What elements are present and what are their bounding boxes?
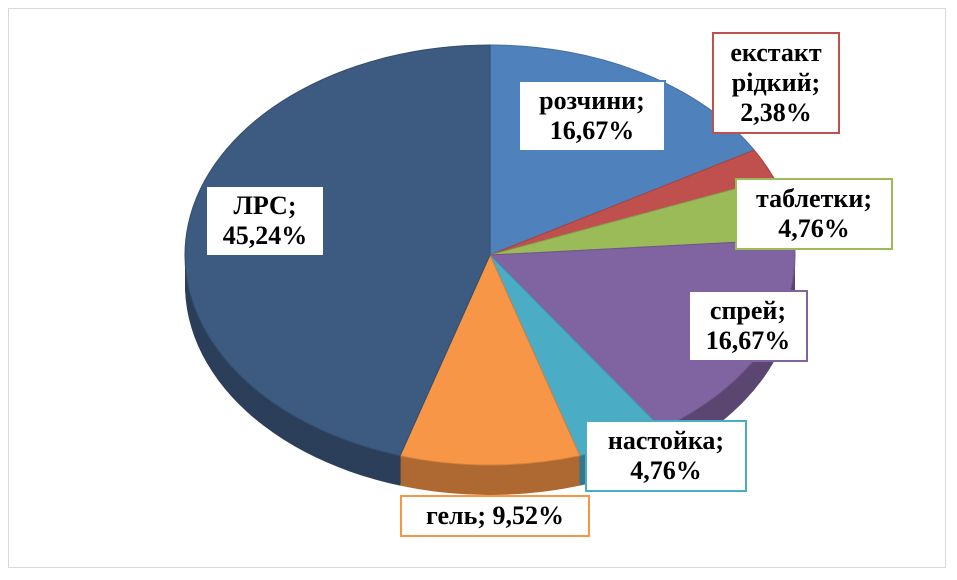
value-label: 16,67% [549,116,635,145]
label-separator: ; [811,68,821,97]
label-separator: ; [636,86,645,115]
category-label: спрей [709,296,778,325]
value-label: 9,52% [492,501,565,530]
data-label: спрей; 16,67% [688,290,808,362]
category-label: ЛРС [233,191,288,220]
label-separator: ; [715,426,725,455]
data-label: таблетки; 4,76% [735,178,893,250]
data-label: гель; 9,52% [400,495,590,537]
value-label: 4,76% [778,214,850,243]
slice [184,44,491,457]
label-separator: ; [863,184,872,213]
data-label: розчини; 16,67% [518,80,666,152]
value-label: 2,38% [740,98,812,127]
value-label: 45,24% [222,221,308,250]
label-separator: ; [477,501,486,530]
data-label: настойка; 4,76% [585,420,747,492]
chart-frame [8,8,946,568]
category-label: настойка [607,426,716,455]
data-label: ЛРС; 45,24% [205,185,325,257]
category-label: гель [425,501,478,530]
label-separator: ; [287,191,297,220]
value-label: 4,76% [630,456,702,485]
slice [399,253,581,466]
category-label: екстакт рідкий [730,38,822,97]
value-label: 16,67% [705,326,791,355]
data-label: екстакт рідкий; 2,38% [712,32,840,134]
category-label: таблетки [756,184,864,213]
label-separator: ; [777,296,787,325]
category-label: розчини [539,86,637,115]
